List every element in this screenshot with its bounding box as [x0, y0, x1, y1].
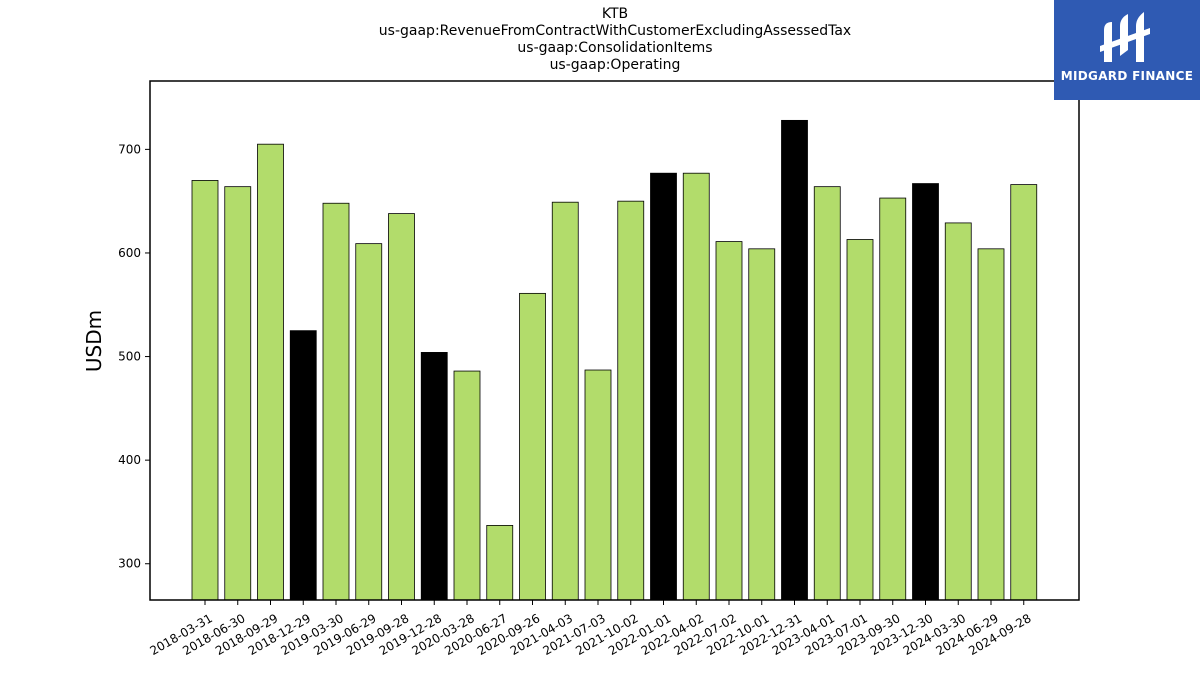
y-axis: 300 400 500 600 700: [118, 142, 150, 571]
bar-2022-01-01: [650, 172, 677, 601]
bar-2018-09-29: [257, 143, 284, 601]
logo-mark-icon: [1100, 12, 1150, 62]
bar-2018-06-30: [224, 186, 252, 601]
y-tick-label: 300: [118, 557, 141, 571]
bar-2019-12-28: [420, 352, 448, 601]
bars-group: [191, 119, 1038, 601]
bar-2021-10-02: [617, 200, 645, 601]
title-line-axis: us-gaap:ConsolidationItems: [517, 40, 713, 56]
plot-frame: [149, 80, 1080, 601]
bar-2018-03-31: [191, 180, 219, 601]
x-axis: 2018-03-312018-06-302018-09-292018-12-29…: [147, 600, 1034, 658]
y-tick-label: 700: [118, 142, 141, 156]
y-tick-label: 600: [118, 246, 141, 260]
title-line-member: us-gaap:Operating: [549, 57, 681, 73]
chart-title: KTB us-gaap:RevenueFromContractWithCusto…: [0, 6, 1200, 74]
bar-2023-07-01: [846, 239, 874, 601]
bar-2020-03-28: [453, 370, 481, 601]
bar-2024-06-29: [977, 248, 1005, 601]
bar-2020-06-27: [486, 525, 514, 601]
bar-2024-09-28: [1010, 184, 1038, 601]
bar-2023-12-30: [912, 183, 939, 601]
bar-2019-03-30: [322, 202, 350, 601]
y-tick-label: 500: [118, 350, 141, 364]
bar-2020-09-26: [519, 292, 546, 601]
bar-2019-09-28: [388, 213, 415, 601]
bar-2021-07-03: [584, 369, 612, 601]
title-line-ticker: KTB: [601, 6, 629, 22]
y-axis-label: USDm: [82, 310, 106, 372]
bar-2023-04-01: [813, 186, 841, 601]
bar-2022-12-31: [781, 119, 808, 601]
title-line-concept: us-gaap:RevenueFromContractWithCustomerE…: [378, 23, 852, 39]
bar-2021-04-03: [551, 201, 579, 601]
y-tick-label: 400: [118, 453, 141, 467]
bar-2018-12-29: [289, 330, 317, 601]
bar-2023-09-30: [879, 197, 907, 601]
logo-text: MIDGARD FINANCE: [1060, 69, 1194, 83]
bar-2022-07-02: [715, 241, 743, 601]
bar-2022-10-01: [748, 248, 776, 601]
bar-2024-03-30: [944, 222, 972, 601]
bar-2019-06-29: [355, 243, 383, 601]
bar-2022-04-02: [682, 172, 710, 601]
brand-logo: MIDGARD FINANCE: [1054, 0, 1200, 100]
